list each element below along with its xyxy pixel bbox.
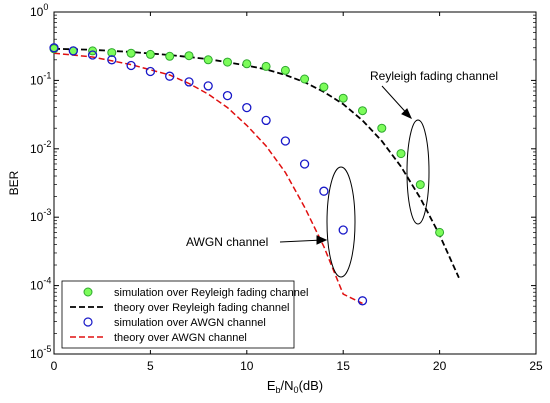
data-point-series-0: [319, 82, 329, 92]
data-point-series-2: [87, 50, 98, 60]
y-axis-label: BER: [7, 170, 21, 195]
series-line-3: [53, 52, 363, 305]
data-point-series-2: [319, 186, 329, 196]
data-point-series-2: [49, 43, 59, 53]
annotation-shapes: [279, 85, 430, 278]
data-point-series-0: [145, 49, 155, 59]
y-tick-base: 10: [30, 142, 44, 156]
data-point-series-2: [338, 225, 348, 235]
marker-layer: [49, 43, 445, 306]
x-axis-label-sub2: 0: [294, 385, 299, 395]
data-point-series-2: [299, 159, 310, 169]
data-point-series-0: [435, 227, 445, 237]
y-tick-base: 10: [30, 73, 44, 87]
data-point-series-0: [338, 93, 348, 103]
data-point-series-0: [280, 65, 290, 75]
data-point-series-0: [300, 74, 310, 84]
awgn-ellipse: [326, 166, 356, 278]
y-tick-exp: -5: [43, 344, 51, 354]
x-tick-label: 20: [433, 359, 447, 373]
data-point-series-0: [126, 48, 136, 58]
annotation-rayleigh: Reyleigh fading channel: [370, 69, 498, 83]
awgn-arrow: [279, 239, 324, 243]
legend-label-rayleigh-theory: theory over Reyleigh fading channel: [114, 302, 290, 314]
x-axis-label-mid: /N: [281, 378, 294, 393]
legend-marker-awgn-sim: [83, 317, 93, 327]
y-tick-base: 10: [30, 347, 44, 361]
y-tick-exp: -2: [43, 139, 51, 149]
data-point-series-0: [396, 149, 406, 159]
y-tick-base: 10: [30, 210, 44, 224]
data-point-series-2: [145, 66, 156, 77]
y-tick-label: 10-3: [30, 207, 51, 224]
data-point-series-2: [261, 115, 271, 126]
legend-label-awgn-sim: simulation over AWGN channel: [114, 317, 266, 329]
x-tick-label: 10: [240, 359, 254, 373]
x-axis-label: Eb/N0(dB): [267, 378, 323, 395]
data-point-series-2: [280, 136, 291, 146]
data-point-series-0: [261, 61, 271, 71]
data-point-series-0: [415, 180, 425, 190]
data-point-series-0: [242, 59, 252, 69]
data-point-series-2: [242, 102, 252, 113]
x-tick-label: 5: [147, 359, 154, 373]
y-tick-label: 10-5: [30, 344, 51, 361]
legend-marker-rayleigh-sim: [83, 287, 93, 297]
awgn-arrowhead: [316, 235, 328, 245]
y-tick-label: 10-4: [30, 276, 51, 293]
legend: simulation over Reyleigh fading channel …: [61, 280, 308, 349]
rayleigh-ellipse: [406, 119, 430, 225]
legend-label-rayleigh-sim: simulation over Reyleigh fading channel: [114, 287, 308, 299]
rayleigh-arrowhead: [401, 108, 412, 119]
data-point-series-0: [203, 55, 213, 65]
y-tick-base: 10: [30, 5, 44, 19]
data-point-series-0: [223, 57, 232, 67]
data-point-series-2: [184, 77, 194, 87]
y-tick-base: 10: [30, 279, 44, 293]
data-point-series-0: [358, 106, 367, 116]
data-point-series-2: [357, 296, 368, 306]
x-axis-label-sub1: b: [276, 385, 281, 395]
data-point-series-0: [377, 123, 387, 133]
y-tick-exp: -3: [43, 207, 51, 217]
y-tick-label: 10-1: [30, 70, 51, 87]
y-tick-label: 10-2: [30, 139, 51, 156]
data-point-series-2: [126, 60, 136, 71]
y-tick-label: 100: [30, 2, 48, 19]
x-tick-label: 15: [337, 359, 351, 373]
x-tick-label: 0: [51, 359, 58, 373]
x-tick-label: 25: [529, 359, 543, 373]
data-point-series-0: [165, 51, 175, 61]
x-axis-label-unit: (dB): [299, 378, 324, 393]
y-tick-exp: 0: [43, 2, 48, 12]
data-point-series-0: [107, 48, 117, 58]
data-point-series-2: [68, 46, 78, 56]
y-tick-exp: -4: [43, 276, 51, 286]
y-tick-exp: -1: [43, 70, 51, 80]
legend-label-awgn-theory: theory over AWGN channel: [114, 332, 247, 344]
x-axis-label-base: E: [267, 378, 276, 393]
data-point-series-2: [107, 55, 117, 65]
data-point-series-2: [222, 90, 233, 101]
data-point-series-2: [165, 71, 175, 81]
annotation-awgn: AWGN channel: [186, 235, 268, 249]
data-point-series-2: [203, 81, 213, 91]
data-point-series-0: [184, 51, 194, 61]
